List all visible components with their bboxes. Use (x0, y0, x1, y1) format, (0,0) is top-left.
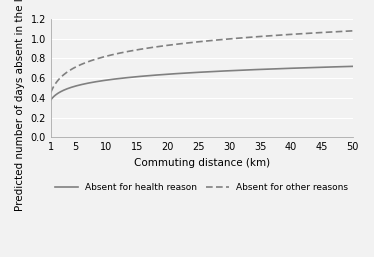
Absent for health reason (350, 65, 355, 68)
Absent for other reasons (343, 30, 348, 33)
Line: Absent for health reason: Absent for health reason (51, 66, 353, 100)
Absent for health reason (194, 71, 198, 74)
Absent for other reasons (49, 91, 53, 94)
Absent for health reason (343, 65, 348, 68)
Absent for health reason (228, 69, 233, 72)
Line: Absent for other reasons: Absent for other reasons (51, 31, 353, 93)
Absent for health reason (192, 71, 196, 74)
Absent for other reasons (192, 41, 196, 44)
Absent for health reason (212, 70, 217, 73)
Y-axis label: Predicted number of days absent in the last month: Predicted number of days absent in the l… (15, 0, 25, 211)
Absent for other reasons (296, 32, 301, 35)
Legend: Absent for health reason, Absent for other reasons: Absent for health reason, Absent for oth… (52, 180, 352, 196)
Absent for other reasons (350, 29, 355, 32)
X-axis label: Commuting distance (km): Commuting distance (km) (134, 158, 270, 168)
Absent for other reasons (228, 37, 233, 40)
Absent for other reasons (194, 41, 198, 44)
Absent for other reasons (212, 39, 217, 42)
Absent for health reason (49, 98, 53, 102)
Absent for health reason (296, 67, 301, 70)
